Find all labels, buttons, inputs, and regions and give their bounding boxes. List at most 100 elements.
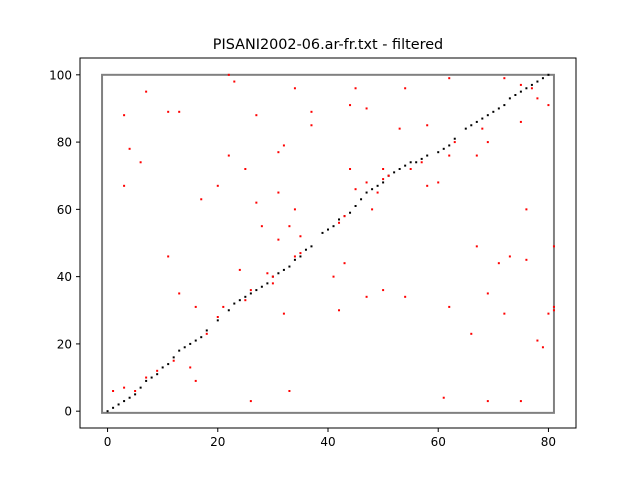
alignment-point-black [233, 302, 236, 305]
alignment-point-red [349, 104, 352, 107]
alignment-point-black [409, 161, 412, 164]
alignment-point-red [525, 208, 528, 211]
alignment-point-black [310, 245, 313, 248]
alignment-point-red [310, 124, 313, 127]
alignment-point-red [404, 87, 407, 90]
alignment-point-red [249, 400, 252, 403]
alignment-point-red [519, 120, 522, 123]
alignment-point-black [442, 147, 445, 150]
y-tick-label: 60 [57, 203, 72, 217]
alignment-point-black [266, 282, 269, 285]
alignment-point-red [547, 104, 550, 107]
alignment-point-black [293, 258, 296, 261]
alignment-point-red [547, 312, 550, 315]
alignment-point-black [244, 295, 247, 298]
alignment-point-red [382, 168, 385, 170]
alignment-point-black [134, 393, 137, 396]
alignment-point-red [293, 255, 296, 258]
alignment-point-black [282, 268, 285, 271]
alignment-point-red [332, 275, 335, 278]
alignment-point-red [525, 258, 528, 261]
alignment-point-red [508, 255, 511, 258]
alignment-point-black [321, 231, 324, 234]
alignment-point-black [161, 366, 164, 369]
alignment-point-black [332, 225, 335, 228]
alignment-point-black [288, 265, 291, 268]
alignment-point-red [541, 346, 544, 349]
alignment-point-black [404, 164, 407, 167]
alignment-point-red [481, 127, 484, 130]
alignment-point-red [178, 292, 181, 295]
alignment-point-black [299, 255, 302, 258]
alignment-point-black [360, 198, 363, 201]
alignment-point-red [299, 235, 302, 238]
alignment-point-red [271, 275, 274, 278]
alignment-point-black [453, 137, 456, 140]
y-tick-label: 100 [49, 68, 72, 82]
alignment-point-red [282, 312, 285, 315]
alignment-point-red [200, 198, 203, 201]
alignment-point-red [530, 87, 533, 90]
alignment-point-black [178, 349, 181, 352]
alignment-point-red [486, 400, 489, 403]
alignment-point-red [497, 262, 500, 265]
alignment-point-black [475, 120, 478, 123]
alignment-point-red [271, 282, 274, 285]
alignment-point-red [398, 127, 401, 130]
alignment-point-black [167, 363, 170, 366]
alignment-point-red [288, 390, 291, 392]
alignment-point-black [145, 379, 148, 382]
y-tick-label: 80 [57, 136, 72, 150]
alignment-point-black [112, 406, 115, 409]
alignment-point-red [365, 181, 368, 184]
alignment-point-black [448, 144, 451, 147]
alignment-point-red [194, 305, 197, 308]
alignment-point-black [398, 168, 401, 170]
alignment-bounding-box [101, 73, 555, 414]
alignment-point-black [227, 309, 230, 312]
alignment-point-red [448, 154, 451, 157]
alignment-point-red [354, 188, 357, 191]
alignment-point-black [123, 400, 126, 403]
alignment-point-red [227, 73, 230, 76]
alignment-point-black [547, 73, 550, 76]
alignment-point-red [409, 168, 412, 170]
alignment-point-red [288, 225, 291, 228]
alignment-point-red [123, 114, 126, 117]
alignment-point-red [216, 316, 219, 318]
alignment-point-black [525, 87, 528, 90]
alignment-point-black [541, 77, 544, 80]
alignment-point-black [205, 329, 208, 332]
alignment-point-red [123, 386, 126, 389]
alignment-point-red [299, 252, 302, 255]
alignment-point-red [486, 292, 489, 295]
x-tick-label: 80 [541, 435, 556, 449]
alignment-point-red [343, 262, 346, 265]
alignment-point-black [349, 211, 352, 214]
alignment-point-black [156, 373, 159, 376]
alignment-point-red [552, 305, 555, 308]
alignment-point-black [128, 396, 131, 399]
x-tick-label: 60 [431, 435, 446, 449]
alignment-point-red [227, 154, 230, 157]
x-tick-label: 40 [320, 435, 335, 449]
alignment-point-black [508, 97, 511, 100]
alignment-point-black [486, 114, 489, 117]
alignment-point-red [112, 390, 115, 392]
alignment-point-red [371, 208, 374, 211]
alignment-point-red [475, 154, 478, 157]
alignment-point-red [282, 144, 285, 147]
alignment-point-red [255, 201, 258, 204]
alignment-point-red [167, 110, 170, 113]
alignment-point-black [536, 80, 539, 83]
alignment-point-black [420, 157, 423, 160]
alignment-point-red [404, 295, 407, 298]
alignment-point-black [172, 356, 175, 359]
alignment-point-red [310, 110, 313, 113]
alignment-point-red [205, 332, 208, 335]
alignment-point-red [382, 178, 385, 181]
alignment-point-black [530, 83, 533, 86]
alignment-point-red [238, 268, 241, 271]
bounding-rectangle [101, 73, 555, 414]
